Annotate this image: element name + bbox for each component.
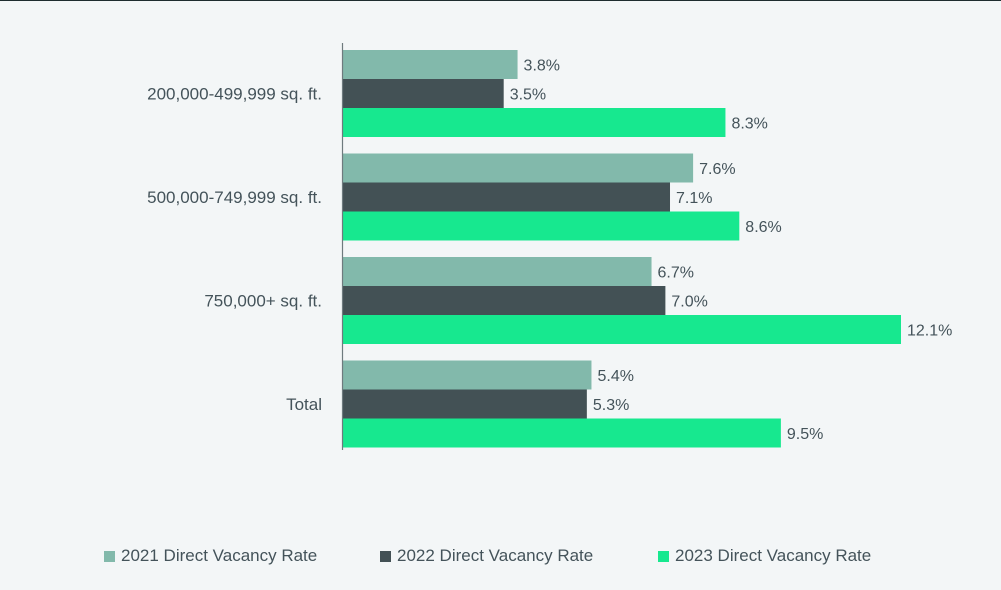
legend-item-2022: 2022 Direct Vacancy Rate: [380, 541, 593, 571]
category-label-cat-2: 750,000+ sq. ft.: [204, 292, 322, 311]
bar-chart: 3.8% 3.5% 8.3% 200,000-499,999 sq. ft. 7.6% 7…: [147, 43, 952, 450]
category-label-cat-0: 200,000-499,999 sq. ft.: [147, 85, 322, 104]
bar-cat-0-series-2: [342, 108, 726, 137]
bar-cat-3-series-1: [342, 389, 587, 419]
data-label-cat-1-series-1: 7.1%: [676, 190, 712, 207]
bar-cat-2-series-1: [342, 286, 666, 315]
legend: 2021 Direct Vacancy Rate 2022 Direct Vac…: [0, 541, 1001, 571]
data-label-cat-1-series-0: 7.6%: [699, 161, 735, 178]
bar-cat-3-series-2: [342, 418, 781, 448]
data-label-cat-0-series-1: 3.5%: [510, 87, 546, 104]
legend-item-2023: 2023 Direct Vacancy Rate: [658, 541, 871, 571]
data-label-cat-0-series-0: 3.8%: [524, 58, 560, 75]
legend-swatch-2022: [380, 550, 391, 562]
legend-label-2021: 2021 Direct Vacancy Rate: [121, 546, 318, 565]
legend-item-2021: 2021 Direct Vacancy Rate: [104, 541, 317, 571]
legend-label-2023: 2023 Direct Vacancy Rate: [675, 546, 872, 565]
data-label-cat-3-series-0: 5.4%: [597, 368, 633, 385]
data-label-cat-2-series-2: 12.1%: [907, 323, 952, 340]
data-label-cat-2-series-1: 7.0%: [671, 294, 707, 311]
bar-cat-3-series-0: [342, 360, 592, 390]
legend-label-2022: 2022 Direct Vacancy Rate: [397, 546, 594, 565]
data-label-cat-0-series-2: 8.3%: [731, 116, 767, 133]
data-label-cat-3-series-1: 5.3%: [593, 397, 629, 414]
data-label-cat-2-series-0: 6.7%: [658, 265, 694, 282]
bar-cat-1-series-0: [342, 153, 694, 183]
bar-cat-1-series-2: [342, 211, 740, 241]
bar-cat-1-series-1: [342, 182, 671, 212]
legend-swatch-2023: [658, 550, 669, 562]
bar-cat-2-series-2: [342, 315, 901, 344]
bar-cat-0-series-1: [342, 79, 504, 108]
bar-cat-0-series-0: [342, 50, 518, 79]
data-label-cat-3-series-2: 9.5%: [787, 426, 823, 443]
legend-swatch-2021: [104, 550, 115, 562]
data-label-cat-1-series-2: 8.6%: [745, 219, 781, 236]
category-label-cat-3: Total: [286, 395, 322, 414]
category-label-cat-1: 500,000-749,999 sq. ft.: [147, 188, 322, 207]
bar-cat-2-series-0: [342, 257, 652, 286]
